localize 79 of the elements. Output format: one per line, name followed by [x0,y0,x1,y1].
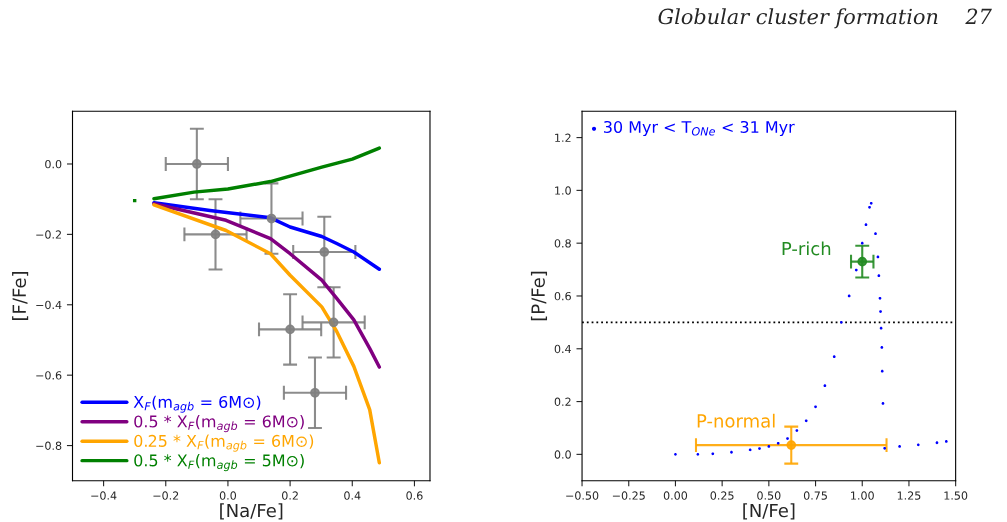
x-axis-title: [Na/Fe] [220,503,283,520]
point [266,213,277,224]
x-tick-label: 0.75 [803,491,827,500]
point [879,310,882,313]
x-tick-label: −0.50 [566,491,599,500]
x-tick-label: 0.4 [344,491,361,500]
point [883,446,887,450]
point [319,247,330,257]
point [786,437,789,440]
y-axis-title: [P/Fe] [530,271,548,321]
point [310,387,320,398]
y-tick-label: −0.8 [36,441,62,450]
point [880,369,884,373]
point [944,440,948,443]
x-tick-label: 0.50 [757,491,781,500]
legend-label: 0.5 * X$_{F}$(m$_{agb}$ = 6M⊙) [134,415,304,433]
y-tick-label: −0.2 [36,230,61,239]
y-axis-title: [F/Fe] [12,272,29,320]
x-tick-label: 0.0 [219,491,237,500]
series-label: P-rich [782,241,831,256]
x-tick-label: −0.4 [91,491,117,500]
point [935,441,939,445]
legend-label: 0.5 * X$_{F}$(m$_{agb}$ = 5M⊙) [134,454,304,472]
y-tick-label: 0.2 [554,397,571,406]
point [711,452,715,456]
point [868,205,871,209]
series-label: P-normal [697,413,775,428]
line-series [152,200,382,271]
x-tick-label: 1.00 [851,491,874,500]
point [814,405,817,409]
x-tick-label: 0.25 [710,491,734,500]
point [285,324,295,335]
x-tick-label: 0.00 [663,491,688,500]
x-tick-label: 0.6 [406,491,423,500]
point [696,452,700,456]
y-tick-label: 0.6 [554,291,571,301]
point [328,317,339,328]
x-tick-label: −0.25 [612,491,645,500]
point [832,355,836,359]
y-tick-label: 1.2 [555,133,571,142]
point [191,159,202,169]
x-axis-title: [N/Fe] [743,503,795,520]
point [881,402,885,405]
y-tick-label: −0.4 [36,300,62,310]
point [823,384,827,388]
legend-label: X$_{F}$(m$_{agb}$ = 6M⊙) [133,395,261,413]
point [857,256,868,267]
y-tick-label: 0.0 [45,159,62,169]
y-tick-label: 0.0 [554,450,571,459]
point [776,441,780,445]
y-tick-label: 0.4 [554,344,572,354]
point [839,320,843,324]
point [210,229,221,240]
y-tick-label: 0.8 [554,239,571,248]
point [795,429,799,432]
point [869,201,873,205]
point [880,346,884,349]
point [878,296,882,300]
line-series [152,146,382,201]
point [767,445,771,448]
x-tick-label: 0.2 [282,491,298,500]
y-tick-label: 1.0 [555,186,571,195]
point [864,223,868,227]
y-tick-label: −0.6 [36,371,62,380]
legend-label: 0.25 * X$_{F}$(m$_{agb}$ = 6M⊙) [134,434,314,452]
point [758,447,761,450]
point [898,445,901,448]
point [786,440,797,450]
point [730,450,733,454]
point [674,452,677,456]
point [877,274,881,278]
point [874,232,877,236]
x-tick-label: 1.25 [897,491,921,500]
legend-label: 30 Myr < T$_{ONe}$ < 31 Myr [604,120,795,137]
x-tick-label: 1.50 [944,491,968,500]
text: Globular cluster formation 27 [658,8,992,29]
x-tick-label: −0.2 [153,491,179,500]
point [860,241,864,245]
line-series [152,202,382,369]
